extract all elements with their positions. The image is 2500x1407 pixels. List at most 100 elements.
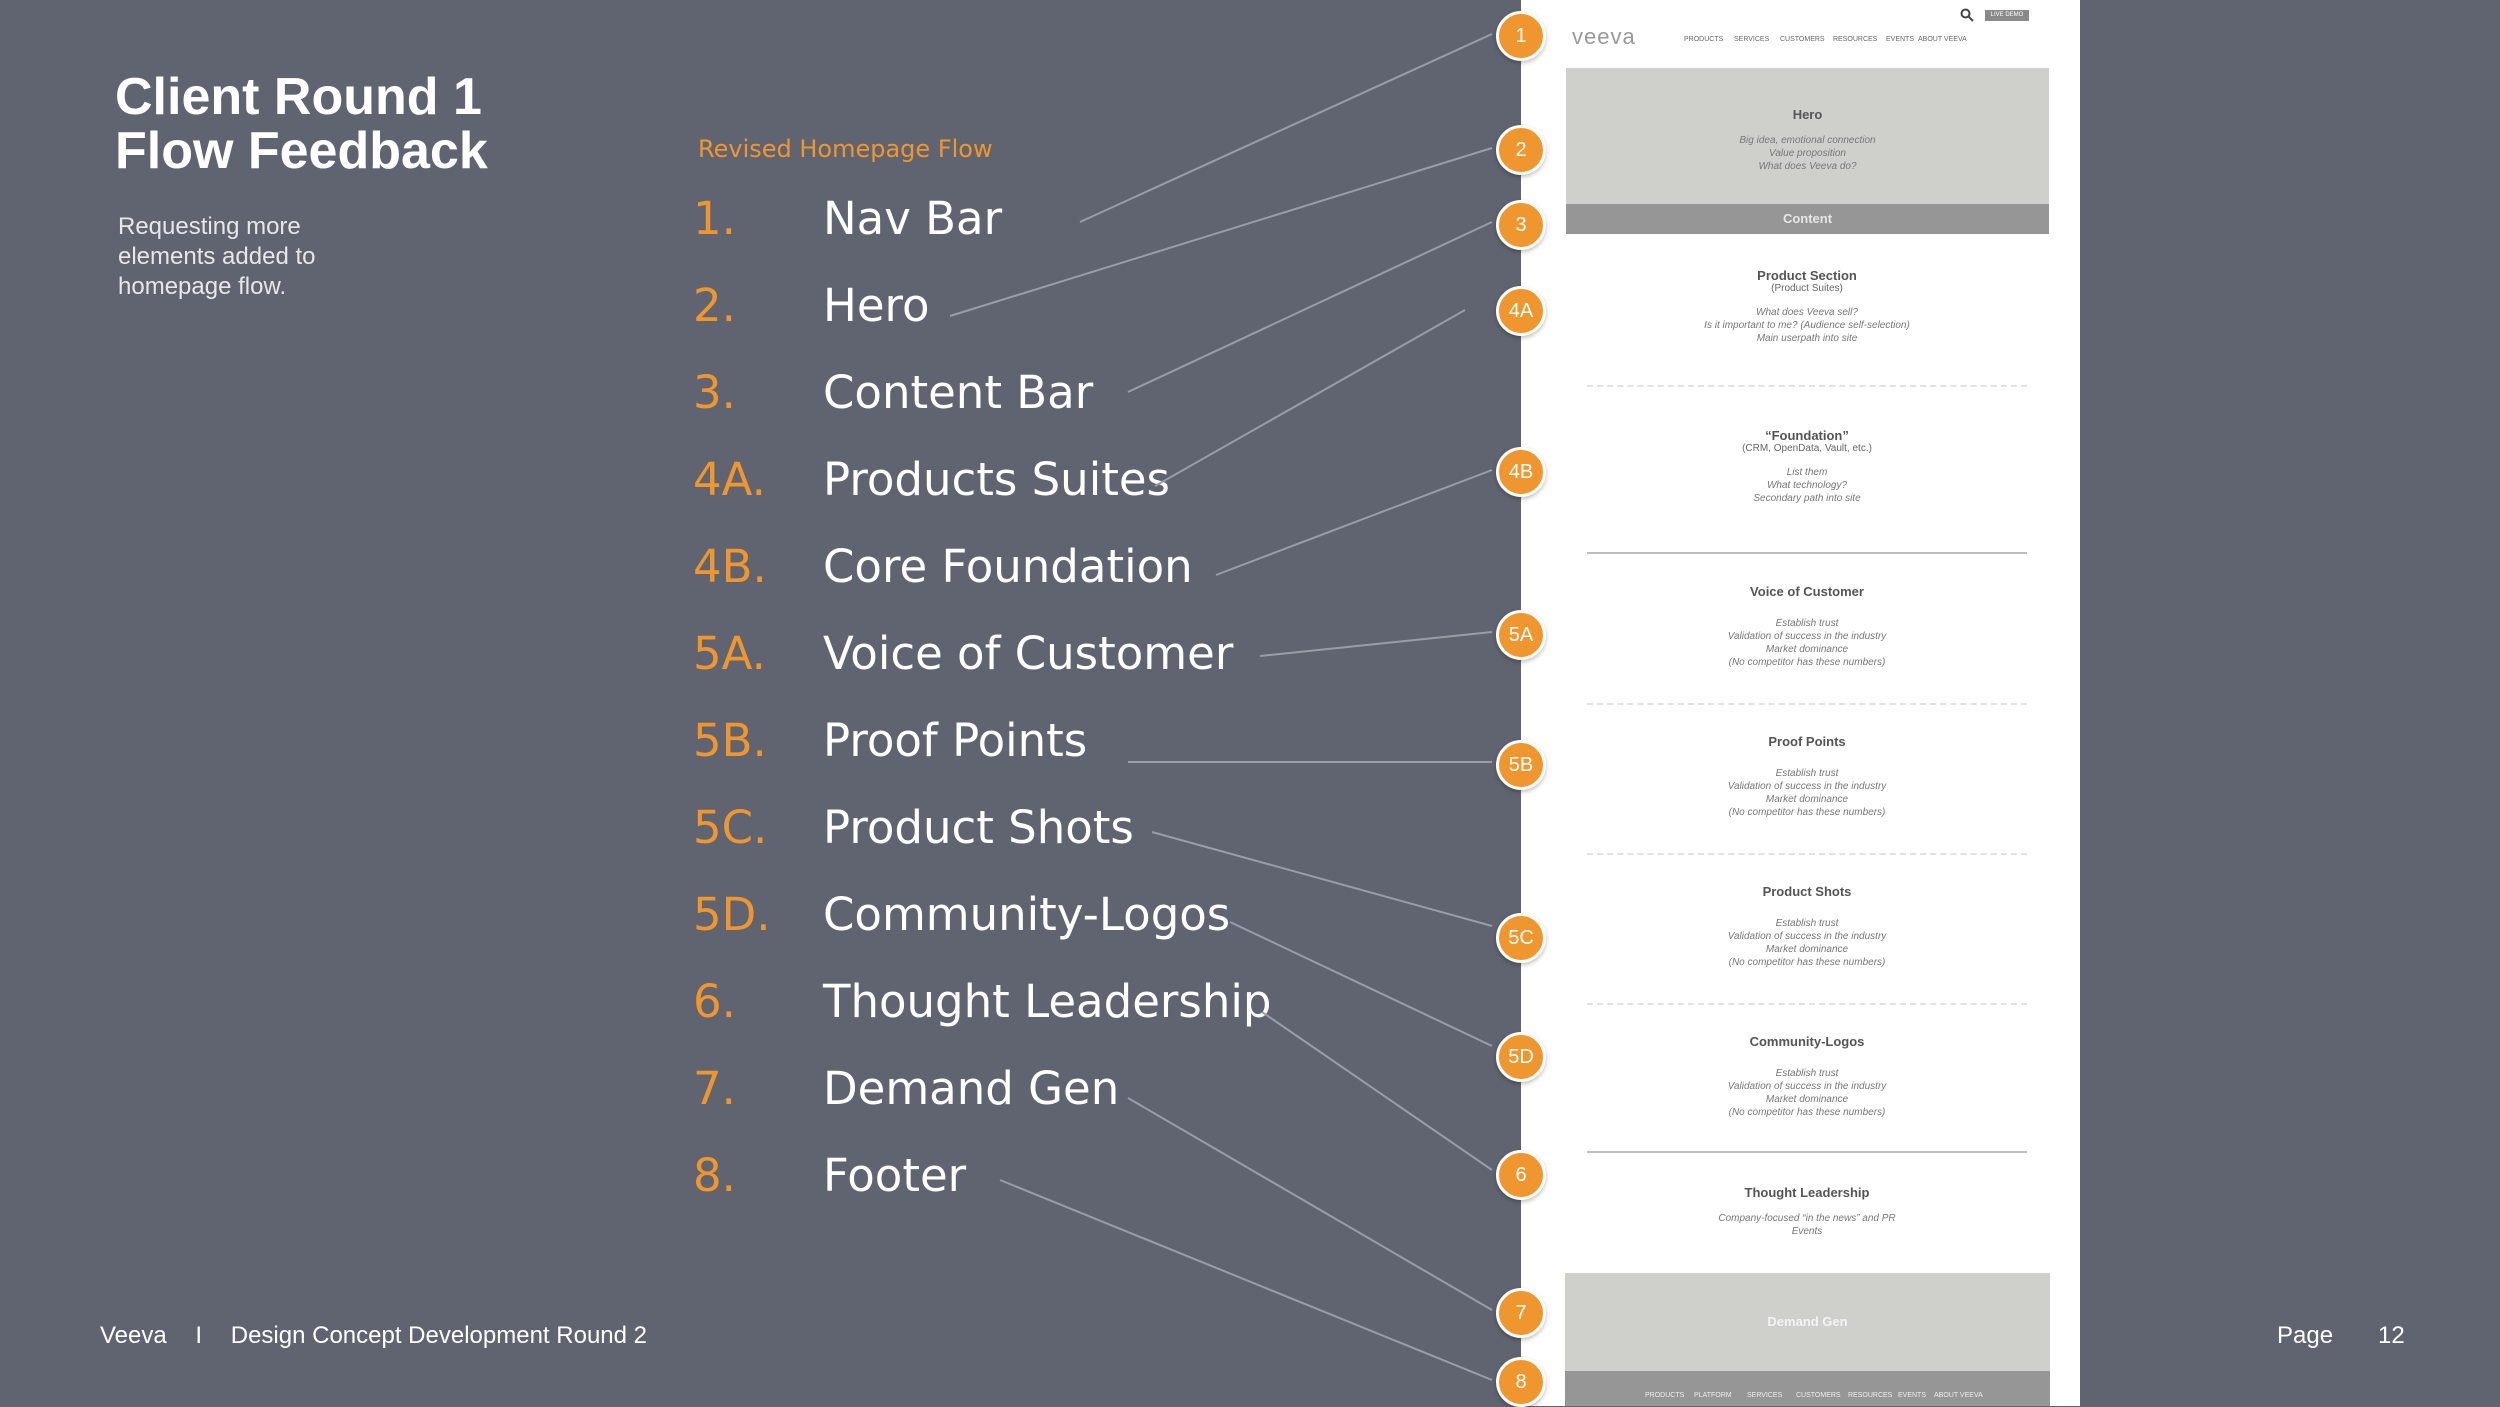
wireframe-footer-link[interactable]: EVENTS [1898, 1392, 1927, 1399]
wireframe-footer-link[interactable]: SERVICES [1747, 1392, 1783, 1399]
title-line-2: Flow Feedback [115, 122, 488, 180]
section-line: (No competitor has these numbers) [1728, 657, 1886, 668]
wireframe-foundation: “Foundation” (CRM, OpenData, Vault, etc.… [1565, 428, 2049, 505]
section-title: Thought Leadership [1744, 1185, 1870, 1200]
wireframe-product-shots: Product Shots Establish trust Validation… [1565, 884, 2049, 969]
hero-line: Value proposition [1769, 148, 1846, 159]
section-line: Secondary path into site [1753, 493, 1861, 504]
badge-5c: 5C [1496, 913, 1546, 963]
connector-line [1261, 1011, 1493, 1171]
flow-item-label: Demand Gen [823, 1062, 1120, 1115]
section-line: List them [1786, 467, 1828, 478]
section-line: Events [1791, 1226, 1823, 1237]
section-divider [1587, 552, 2027, 554]
section-title: Proof Points [1768, 734, 1846, 749]
wireframe-footer-link[interactable]: PRODUCTS [1645, 1392, 1685, 1399]
wireframe-footer-link[interactable]: PLATFORM [1694, 1392, 1732, 1399]
section-line: Validation of success in the industry [1727, 931, 1887, 942]
flow-item-number: 5A. [693, 627, 766, 680]
section-line: Main userpath into site [1756, 333, 1858, 344]
hero-title: Hero [1792, 107, 1823, 122]
wireframe-nav-item[interactable]: PRODUCTS [1684, 36, 1724, 43]
section-line: Company-focused “in the news” and PR [1718, 1213, 1896, 1224]
section-divider [1587, 385, 2027, 387]
badge-4a: 4A [1496, 286, 1546, 336]
flow-item-number: 8. [693, 1149, 736, 1202]
footer-separator: I [195, 1322, 203, 1349]
badge-1: 1 [1496, 11, 1546, 61]
wireframe-nav-item[interactable]: CUSTOMERS [1780, 36, 1825, 43]
section-line: Establish trust [1775, 918, 1839, 929]
section-divider [1587, 703, 2027, 705]
flow-item-number: 5B. [693, 714, 767, 767]
wireframe-nav-item[interactable]: SERVICES [1734, 36, 1770, 43]
wireframe-voice-of-customer: Voice of Customer Establish trust Valida… [1565, 584, 2049, 669]
connector-line [949, 147, 1493, 317]
wireframe-footer-link[interactable]: RESOURCES [1848, 1392, 1893, 1399]
badge-6: 6 [1496, 1150, 1546, 1200]
flow-heading: Revised Homepage Flow [698, 135, 993, 163]
flow-item-label: Voice of Customer [823, 627, 1234, 680]
badge-3: 3 [1496, 200, 1546, 250]
hero-line: What does Veeva do? [1758, 161, 1857, 172]
section-line: (No competitor has these numbers) [1728, 1107, 1886, 1118]
flow-item-number: 2. [693, 279, 736, 332]
wireframe-nav-item[interactable]: RESOURCES [1833, 36, 1878, 43]
badge-5b: 5B [1496, 740, 1546, 790]
section-line: Market dominance [1765, 794, 1849, 805]
section-line: What technology? [1766, 480, 1848, 491]
wireframe-nav-item[interactable]: ABOUT VEEVA [1918, 36, 1967, 43]
section-title: Voice of Customer [1750, 584, 1864, 599]
section-title: “Foundation” [1765, 428, 1849, 443]
section-subtitle: (Product Suites) [1771, 283, 1843, 294]
section-divider [1587, 1003, 2027, 1005]
footer-deck-title: Design Concept Development Round 2 [230, 1322, 647, 1349]
connector-line [1154, 309, 1466, 487]
flow-item-number: 5D. [693, 888, 771, 941]
section-line: (No competitor has these numbers) [1728, 807, 1886, 818]
flow-item-number: 6. [693, 975, 736, 1028]
section-line: Validation of success in the industry [1727, 1081, 1887, 1092]
connector-line [1079, 33, 1493, 223]
flow-item-number: 3. [693, 366, 736, 419]
search-icon [1960, 8, 1974, 22]
connector-line [1259, 631, 1493, 657]
footer-page-label: Page [2277, 1322, 2334, 1349]
wireframe-proof-points: Proof Points Establish trust Validation … [1565, 734, 2049, 819]
connector-line [999, 1179, 1493, 1381]
connector-line [1215, 469, 1493, 576]
flow-item-number: 4A. [693, 453, 766, 506]
badge-5d: 5D [1496, 1032, 1546, 1082]
wireframe-content-bar: Content [1566, 204, 2049, 234]
wireframe-footer-link[interactable]: CUSTOMERS [1796, 1392, 1841, 1399]
slide-footer: Veeva I Design Concept Development Round… [100, 1322, 647, 1350]
flow-item-label: Product Shots [823, 801, 1134, 854]
section-line: Market dominance [1765, 644, 1849, 655]
wireframe-community-logos: Community-Logos Establish trust Validati… [1565, 1034, 2049, 1119]
section-line: Validation of success in the industry [1727, 631, 1887, 642]
section-line: Establish trust [1775, 1068, 1839, 1079]
flow-item-label: Thought Leadership [823, 975, 1272, 1028]
section-line: Market dominance [1765, 944, 1849, 955]
wireframe-footer-link[interactable]: ABOUT VEEVA [1934, 1392, 1983, 1399]
homepage-wireframe: veeva LIVE DEMO PRODUCTS SERVICES CUSTOM… [1521, 0, 2080, 1406]
flow-item-label: Products Suites [823, 453, 1170, 506]
flow-item-number: 1. [693, 192, 736, 245]
badge-5a: 5A [1496, 610, 1546, 660]
section-line: Market dominance [1765, 1094, 1849, 1105]
flow-item-label: Hero [823, 279, 930, 332]
badge-8: 8 [1496, 1357, 1546, 1407]
footer-brand: Veeva [100, 1322, 167, 1349]
wireframe-footer [1565, 1371, 2050, 1406]
flow-item-number: 4B. [693, 540, 767, 593]
flow-item-label: Footer [823, 1149, 967, 1202]
footer-page-number: 12 [2378, 1322, 2405, 1349]
live-demo-button[interactable]: LIVE DEMO [1985, 10, 2029, 21]
section-title: Product Shots [1762, 884, 1852, 899]
badge-7: 7 [1496, 1288, 1546, 1338]
section-line: Is it important to me? (Audience self-se… [1704, 320, 1910, 331]
wireframe-nav-item[interactable]: EVENTS [1886, 36, 1915, 43]
section-line: Establish trust [1775, 768, 1839, 779]
slide-title: Client Round 1 Flow Feedback [115, 70, 488, 178]
